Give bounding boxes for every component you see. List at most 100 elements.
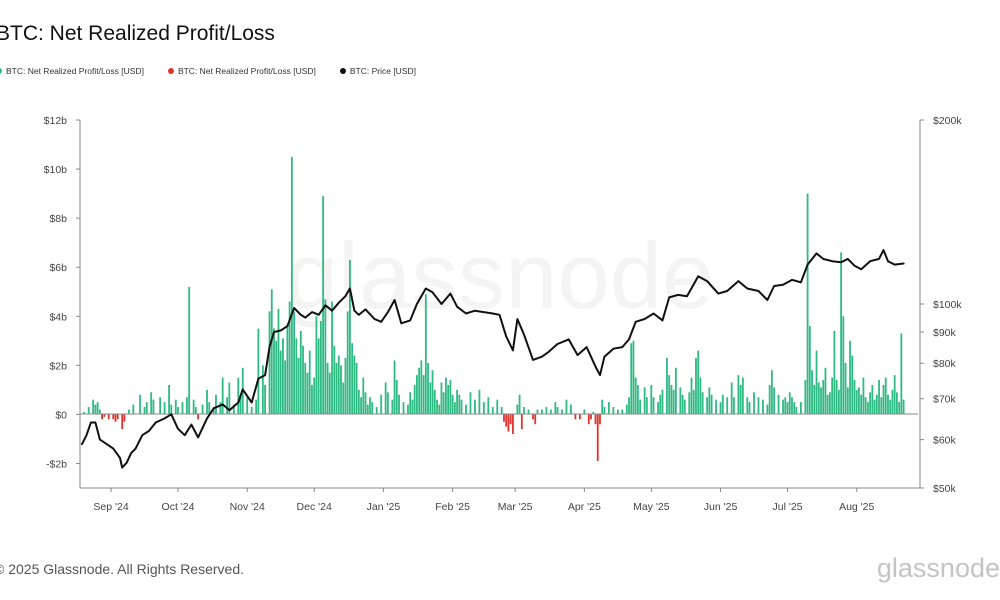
legend-label-price: BTC: Price [USD] [349, 66, 416, 76]
profit-bar [353, 355, 356, 415]
profit-bar [127, 409, 130, 415]
profit-bar [643, 387, 646, 415]
profit-bar [420, 360, 423, 415]
price-line [81, 249, 905, 469]
profit-bar [460, 399, 463, 415]
profit-bar [456, 389, 458, 415]
profit-bar [844, 362, 847, 415]
profit-bar [601, 399, 604, 415]
profit-bar [556, 407, 559, 415]
profit-bar [177, 407, 179, 415]
profit-bar [333, 345, 336, 415]
profit-bar [791, 397, 793, 415]
profit-bar [851, 355, 854, 415]
profit-bar [87, 407, 90, 415]
profit-bar [688, 392, 691, 415]
profit-bar [96, 402, 99, 415]
profit-bar [413, 384, 416, 415]
profit-bar [683, 399, 686, 415]
profit-bar [773, 387, 776, 415]
profit-bar [349, 259, 351, 415]
profit-bar [710, 394, 713, 415]
legend-item-profit[interactable]: BTC: Net Realized Profit/Loss [USD] [0, 66, 144, 76]
profit-bar [453, 402, 456, 415]
profit-bar [92, 399, 95, 415]
profit-bar [726, 397, 729, 415]
profit-bar [902, 399, 905, 415]
profit-bar [893, 375, 896, 415]
x-tick-label: Sep '24 [93, 501, 128, 513]
profit-bar [849, 340, 851, 415]
profit-bar [261, 365, 264, 415]
profit-bar [889, 399, 892, 415]
profit-bar [679, 387, 682, 415]
loss-bar [532, 414, 534, 420]
profit-bar [98, 409, 101, 415]
loss-bar [123, 414, 126, 422]
left-tick-label: $2b [49, 360, 67, 372]
profit-bar [739, 384, 742, 415]
profit-bar [549, 409, 552, 415]
profit-bar [273, 328, 275, 415]
profit-bar [487, 397, 490, 415]
profit-bar [304, 362, 307, 415]
profit-bar [516, 404, 519, 415]
profit-bar [306, 372, 309, 415]
profit-bar [804, 380, 807, 415]
left-tick-label: $12b [44, 115, 68, 127]
loss-bar [114, 414, 117, 422]
loss-bar [596, 414, 599, 462]
profit-bar [302, 345, 304, 415]
profit-bar [290, 156, 293, 415]
profit-bar [766, 404, 769, 415]
profit-bar [835, 380, 838, 415]
profit-bar [541, 409, 543, 415]
profit-bar [757, 397, 760, 415]
profit-bar [746, 397, 749, 415]
profit-bar [837, 389, 840, 415]
legend-label-loss: BTC: Net Realized Profit/Loss [USD] [177, 66, 316, 76]
profit-bar [375, 407, 378, 415]
left-axis-ticks: -$2b $0 $2b $4b $6b $8b $10b $12b [44, 115, 80, 470]
profit-bar [449, 380, 452, 415]
profit-bar [826, 394, 829, 415]
profit-bar [239, 394, 242, 415]
profit-bar [784, 397, 787, 415]
profit-bar [657, 402, 659, 415]
profit-bar [360, 397, 362, 415]
profit-bar [418, 367, 421, 415]
left-tick-label: $8b [49, 213, 67, 225]
profit-bar [741, 377, 744, 415]
profit-bar [429, 382, 432, 415]
profit-bar [652, 397, 655, 415]
profit-bar [815, 350, 818, 415]
profit-bar [313, 377, 316, 415]
profit-bar [139, 394, 141, 415]
profit-bar [840, 252, 842, 415]
profit-bar [317, 338, 320, 415]
profit-bar [344, 357, 347, 415]
profit-bar [391, 399, 394, 415]
profit-bar [824, 367, 827, 415]
loss-bar [590, 414, 592, 420]
profit-bar [257, 328, 260, 415]
legend-item-price[interactable]: BTC: Price [USD] [339, 66, 416, 76]
profit-bar [201, 404, 204, 415]
loss-bar [112, 414, 115, 420]
loss-bar [101, 414, 103, 420]
profit-bar [855, 389, 858, 415]
right-tick-label: $100k [933, 299, 962, 311]
x-tick-label: Jan '25 [367, 501, 401, 513]
legend-label-profit: BTC: Net Realized Profit/Loss [USD] [6, 66, 144, 76]
legend-item-loss[interactable]: BTC: Net Realized Profit/Loss [USD] [167, 66, 316, 76]
profit-bar [237, 377, 240, 415]
loss-bar [578, 414, 581, 420]
legend-swatch-loss [167, 68, 174, 74]
profit-bar [246, 397, 249, 415]
profit-bar [625, 404, 628, 415]
profit-bar [451, 394, 454, 415]
profit-bar [873, 399, 876, 415]
profit-bar [518, 394, 521, 415]
profit-bar [880, 397, 883, 415]
